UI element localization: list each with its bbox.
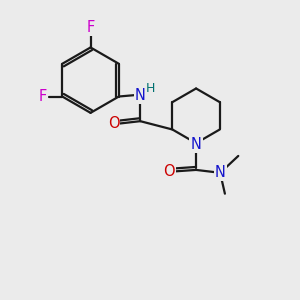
Text: N: N — [135, 88, 146, 103]
Text: N: N — [215, 165, 226, 180]
Text: F: F — [86, 20, 95, 35]
Text: F: F — [39, 89, 47, 104]
Text: O: O — [108, 116, 119, 131]
Text: H: H — [146, 82, 155, 95]
Text: N: N — [190, 137, 202, 152]
Text: O: O — [163, 164, 175, 179]
